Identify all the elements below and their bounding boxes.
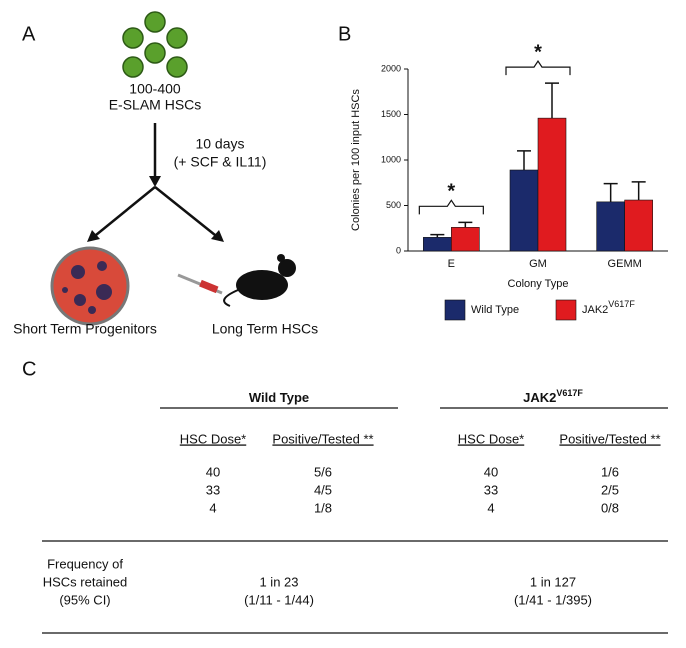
y-tick-label: 500 [386,200,401,210]
group-name-sup: V617F [556,388,583,398]
legend-name: JAK2 [582,304,608,316]
significance-mark: * [447,181,455,203]
error-bar [517,150,531,171]
table-cell: 4/5 [314,482,332,497]
group-name: JAK2 [523,390,556,405]
step-label: 10 days [195,136,244,152]
table-cell: 5/6 [314,464,332,479]
column-header: HSC Dose* [180,431,246,446]
table-cell: 40 [206,464,220,479]
legend-swatch [444,299,466,321]
group-header: JAK2V617F [523,388,583,405]
mouse-icon [177,254,296,307]
petri-dish [50,246,130,326]
table-cell: 4 [209,500,216,515]
panel-label: C [22,358,36,380]
panel-label: A [22,23,36,45]
cell-cluster [122,11,188,78]
group-header: Wild Type [249,390,309,405]
step-label: (+ SCF & IL11) [174,154,267,170]
x-tick-label: E [448,258,455,270]
x-axis-label: Colony Type [508,278,569,290]
column-header: HSC Dose* [458,431,524,446]
column-header: Positive/Tested ** [559,431,660,446]
x-tick-label: GEMM [608,258,642,270]
table-cell: 40 [484,464,498,479]
bar [451,227,480,252]
frequency-value: (1/41 - 1/395) [514,592,592,607]
error-bar [631,181,646,201]
bar [509,169,539,252]
frequency-label: Frequency of [47,556,123,571]
significance-mark: * [534,41,542,63]
frequency-value: 1 in 23 [259,574,298,589]
significance-bracket [418,199,484,215]
error-bar [430,233,445,238]
error-bar [545,82,559,119]
start-label: E-SLAM HSCs [109,97,202,113]
bar [596,201,625,252]
frequency-value: 1 in 127 [530,574,576,589]
table-cell: 33 [484,482,498,497]
y-tick-label: 1500 [381,109,401,119]
table-cell: 1/6 [601,464,619,479]
error-bar [603,182,618,202]
y-axis-label: Colonies per 100 input HSCs [350,89,362,231]
table-cell: 0/8 [601,500,619,515]
column-header: Positive/Tested ** [272,431,373,446]
table-cell: 2/5 [601,482,619,497]
table: Wild Type JAK2V617F [42,388,668,634]
table-cell: 33 [206,482,220,497]
bar [537,117,567,252]
bar [423,237,452,252]
legend-label: Wild Type [471,304,519,316]
y-tick-label: 1000 [381,154,401,164]
frequency-value: (1/11 - 1/44) [244,592,314,607]
significance-bracket [505,60,571,76]
outcome-label: Short Term Progenitors [13,321,157,337]
table-cell: 4 [487,500,494,515]
legend-label: JAK2V617F [582,299,635,316]
y-tick-label: 2000 [381,63,401,73]
frequency-label: HSCs retained [43,574,128,589]
x-tick-label: GM [529,258,547,270]
frequency-label: (95% CI) [59,592,110,607]
legend-swatch [555,299,577,321]
legend-name: Wild Type [471,304,519,316]
bar [624,199,653,252]
table-cell: 1/8 [314,500,332,515]
group-name: Wild Type [249,390,309,405]
outcome-label: Long Term HSCs [212,321,318,337]
y-tick-label: 0 [396,245,401,255]
panel-label: B [338,23,351,45]
start-label: 100-400 [129,81,181,97]
legend-name-sup: V617F [608,299,635,309]
error-bar [458,221,473,228]
arrows [87,123,224,242]
